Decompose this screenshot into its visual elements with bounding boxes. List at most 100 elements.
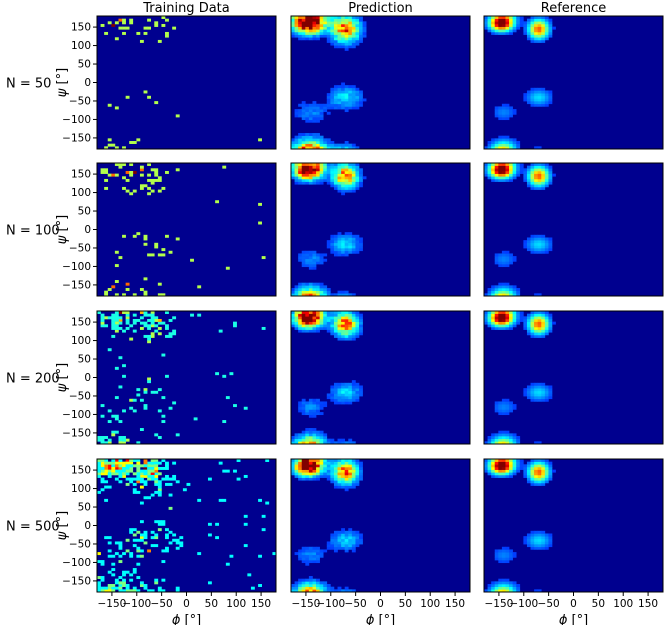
heatmap-cell xyxy=(301,554,306,558)
heatmap-cell xyxy=(333,23,338,27)
heatmap-cell xyxy=(541,326,546,330)
heatmap-cell xyxy=(519,16,524,19)
heatmap-cell xyxy=(154,168,159,172)
heatmap-cell xyxy=(355,242,360,246)
heatmap-cell xyxy=(312,146,317,150)
heatmap-cell xyxy=(505,173,510,177)
heatmap-cell xyxy=(312,109,317,113)
heatmap-cell xyxy=(516,464,521,468)
heatmap-cell xyxy=(534,329,538,333)
heatmap-cell xyxy=(541,163,546,166)
heatmap-cell xyxy=(107,584,112,587)
heatmap-cell xyxy=(355,248,360,252)
heatmap-cell xyxy=(107,570,112,574)
heatmap-cell xyxy=(132,533,137,537)
heatmap-cell xyxy=(491,318,496,322)
heatmap-cell xyxy=(154,170,159,174)
heatmap-cell xyxy=(337,388,342,392)
heatmap-cell xyxy=(530,245,535,249)
heatmap-cell xyxy=(501,466,506,470)
heatmap-cell xyxy=(501,318,506,322)
heatmap-cell xyxy=(118,316,123,320)
heatmap-cell xyxy=(341,95,345,99)
heatmap-cell xyxy=(487,316,492,320)
heatmap-cell xyxy=(118,466,123,470)
heatmap-cell xyxy=(494,165,499,169)
heatmap-cell xyxy=(541,321,546,325)
heatmap-cell xyxy=(125,570,130,574)
y-tick-label: −50 xyxy=(69,390,91,402)
heatmap-cell xyxy=(316,474,320,478)
heatmap-cell xyxy=(355,533,360,537)
heatmap-cell xyxy=(519,18,524,22)
heatmap-cell xyxy=(530,240,535,244)
heatmap-cell xyxy=(344,98,349,102)
heatmap-cell xyxy=(348,143,353,147)
heatmap-cell xyxy=(530,165,535,169)
heatmap-cell xyxy=(341,146,345,150)
heatmap-cell xyxy=(122,469,126,473)
heatmap-cell xyxy=(501,313,506,317)
heatmap-cell xyxy=(323,438,328,442)
heatmap-cell xyxy=(544,393,549,397)
heatmap-cell xyxy=(316,109,320,113)
heatmap-cell xyxy=(534,93,538,97)
heatmap-cell xyxy=(118,589,123,593)
heatmap-cell xyxy=(344,469,349,473)
heatmap-cell xyxy=(294,461,299,465)
heatmap-cell xyxy=(534,248,538,252)
heatmap-cell xyxy=(337,396,342,400)
heatmap-cell xyxy=(341,90,345,94)
heatmap-cell xyxy=(319,430,324,434)
heatmap-cell xyxy=(316,318,320,322)
heatmap-cell xyxy=(122,374,126,378)
heatmap-cell xyxy=(312,143,317,147)
heatmap-cell xyxy=(341,398,345,402)
heatmap-cell xyxy=(172,538,177,542)
heatmap-cell xyxy=(132,170,137,174)
heatmap-cell xyxy=(516,311,521,314)
heatmap-cell xyxy=(359,329,363,333)
heatmap-cell xyxy=(291,34,295,38)
heatmap-cell xyxy=(298,290,303,294)
heatmap-cell xyxy=(319,404,324,408)
heatmap-cell xyxy=(537,544,542,548)
heatmap-cell xyxy=(129,461,134,465)
heatmap-cell xyxy=(330,95,335,99)
heatmap-cell xyxy=(154,578,159,582)
heatmap-cell xyxy=(111,334,116,338)
heatmap-cell xyxy=(355,237,360,241)
heatmap-cell xyxy=(501,165,506,169)
heatmap-cell xyxy=(150,313,155,317)
heatmap-cell xyxy=(305,412,310,416)
heatmap-cell xyxy=(330,42,335,46)
heatmap-cell xyxy=(348,240,353,244)
heatmap-cell xyxy=(534,250,538,254)
heatmap-cell xyxy=(139,316,144,320)
heatmap-cell xyxy=(150,589,155,593)
heatmap-cell xyxy=(337,390,342,394)
x-tick-label: −100 xyxy=(316,598,345,610)
heatmap-cell xyxy=(348,189,353,193)
heatmap-cell xyxy=(348,93,353,97)
heatmap-cell xyxy=(333,464,338,468)
heatmap-cell xyxy=(136,461,141,465)
heatmap-cell xyxy=(534,459,538,462)
heatmap-cell xyxy=(129,554,134,558)
heatmap-cell xyxy=(157,480,162,484)
heatmap-cell xyxy=(537,165,542,169)
heatmap-cell xyxy=(541,90,546,94)
heatmap-cell xyxy=(337,181,342,185)
heatmap-cell xyxy=(143,311,148,314)
heatmap-cell xyxy=(355,318,360,322)
heatmap-cell xyxy=(129,477,134,481)
heatmap-cell xyxy=(526,464,531,468)
heatmap-cell xyxy=(494,141,499,144)
heatmap-cell xyxy=(498,178,503,182)
heatmap-cell xyxy=(526,98,531,102)
heatmap-cell xyxy=(316,321,320,325)
heatmap-cell xyxy=(509,21,513,25)
heatmap-cell xyxy=(544,93,549,97)
heatmap-cell xyxy=(298,549,303,553)
heatmap-cell xyxy=(526,396,531,400)
